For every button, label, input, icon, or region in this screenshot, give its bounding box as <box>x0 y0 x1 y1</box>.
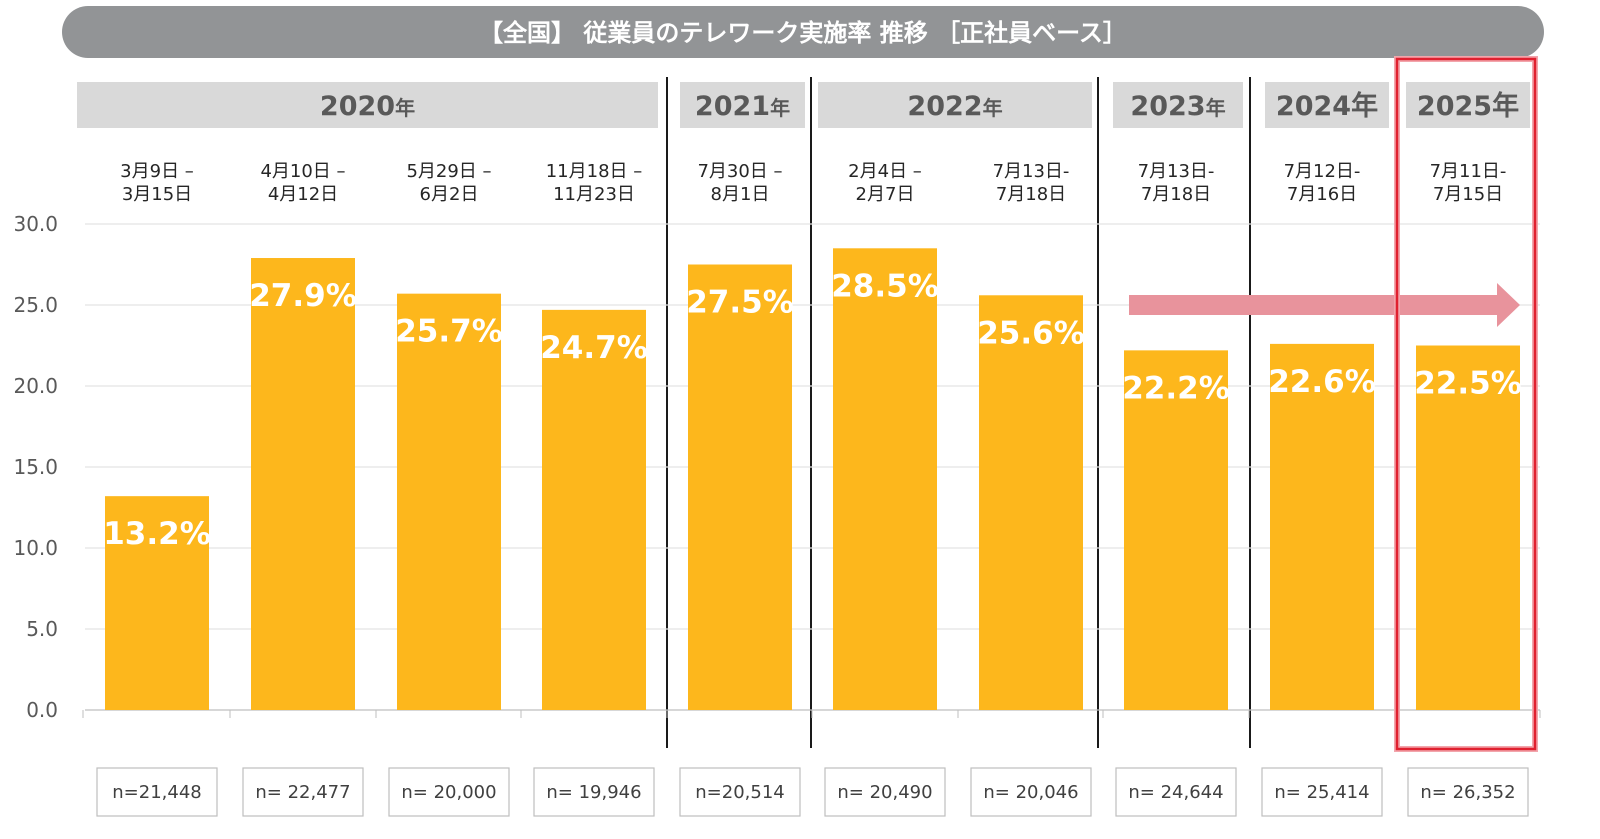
sample-size-box <box>679 767 801 817</box>
bar <box>397 293 501 710</box>
date-range-label: 8月1日 <box>711 184 770 205</box>
sample-size-label: n= 20,490 <box>837 782 932 803</box>
date-range-label: 11月18日 – <box>546 161 643 182</box>
sample-size-box <box>1261 767 1383 817</box>
date-range-label: 7月30日 – <box>697 161 782 182</box>
sample-size-label: n= 26,352 <box>1420 782 1515 803</box>
year-header-box <box>1406 82 1530 128</box>
y-tick-label: 30.0 <box>13 212 58 236</box>
sample-size-box <box>96 767 218 817</box>
sample-size-label: n=21,448 <box>112 782 201 803</box>
chart-title: 【全国】 従業員のテレワーク実施率 推移 ［正社員ベース］ <box>479 19 1127 47</box>
bar-value-label: 25.7% <box>395 314 503 350</box>
bar-value-label: 27.9% <box>249 278 357 314</box>
date-range-label: 7月18日 <box>996 184 1066 205</box>
bar <box>105 496 209 710</box>
bar-value-label: 13.2% <box>103 516 211 552</box>
y-tick-label: 5.0 <box>26 617 58 641</box>
bar <box>1416 345 1520 710</box>
bar-value-label: 22.5% <box>1414 366 1522 402</box>
sample-size-label: n= 20,046 <box>983 782 1078 803</box>
sample-size-box <box>533 767 655 817</box>
year-header-box <box>77 82 658 128</box>
bar <box>688 264 792 710</box>
year-header-label: 2024年 <box>1276 90 1378 122</box>
date-range-label: 5月29日 – <box>406 161 491 182</box>
sample-size-label: n= 24,644 <box>1128 782 1223 803</box>
sample-size-label: n= 25,414 <box>1274 782 1369 803</box>
date-range-label: 4月10日 – <box>260 161 345 182</box>
trend-arrow <box>1129 283 1520 327</box>
year-header-label: 2021年 <box>695 91 790 122</box>
bar-value-label: 27.5% <box>686 285 794 321</box>
bar-value-label: 24.7% <box>540 330 648 366</box>
year-header-box <box>1265 82 1389 128</box>
year-header-label: 2020年 <box>320 91 415 122</box>
sample-size-label: n= 20,000 <box>401 782 496 803</box>
date-range-label: 7月15日 <box>1433 184 1503 205</box>
y-tick-label: 10.0 <box>13 536 58 560</box>
bar <box>1270 343 1374 710</box>
year-header-label: 2025年 <box>1417 90 1519 122</box>
year-header-label: 2022年 <box>907 91 1002 122</box>
y-tick-label: 25.0 <box>13 293 58 317</box>
date-range-label: 3月15日 <box>122 184 192 205</box>
sample-size-label: n= 22,477 <box>255 782 350 803</box>
date-range-label: 4月12日 <box>268 184 338 205</box>
bar <box>542 309 646 710</box>
year-header-box <box>1113 82 1243 128</box>
sample-size-box <box>242 767 364 817</box>
sample-size-label: n= 19,946 <box>546 782 641 803</box>
year-header-box <box>680 82 805 128</box>
y-tick-label: 15.0 <box>13 455 58 479</box>
sample-size-box <box>970 767 1092 817</box>
date-range-label: 3月9日 – <box>120 161 194 182</box>
sample-size-box <box>388 767 510 817</box>
year-header-label: 2023年 <box>1130 91 1225 122</box>
bar-value-label: 22.2% <box>1122 370 1230 406</box>
highlight-frame <box>1395 57 1537 751</box>
bar-value-label: 25.6% <box>977 315 1085 351</box>
y-tick-label: 20.0 <box>13 374 58 398</box>
date-range-label: 7月18日 <box>1141 184 1211 205</box>
bar <box>979 295 1083 710</box>
title-banner <box>62 6 1544 58</box>
bar <box>1124 350 1228 710</box>
date-range-label: 7月16日 <box>1287 184 1357 205</box>
date-range-label: 7月13日- <box>1138 161 1215 182</box>
date-range-label: 11月23日 <box>553 184 635 205</box>
y-tick-label: 0.0 <box>26 698 58 722</box>
sample-size-box <box>1407 767 1529 817</box>
bar <box>833 248 937 711</box>
date-range-label: 7月12日- <box>1284 161 1361 182</box>
date-range-label: 2月7日 <box>856 184 915 205</box>
bar-value-label: 22.6% <box>1268 364 1376 400</box>
sample-size-label: n=20,514 <box>695 782 784 803</box>
year-header-box <box>818 82 1092 128</box>
date-range-label: 6月2日 <box>420 184 479 205</box>
bar-value-label: 28.5% <box>831 268 939 304</box>
sample-size-box <box>1115 767 1237 817</box>
sample-size-box <box>824 767 946 817</box>
bar <box>251 258 355 710</box>
date-range-label: 7月11日- <box>1430 161 1507 182</box>
date-range-label: 7月13日- <box>993 161 1070 182</box>
date-range-label: 2月4日 – <box>848 161 922 182</box>
